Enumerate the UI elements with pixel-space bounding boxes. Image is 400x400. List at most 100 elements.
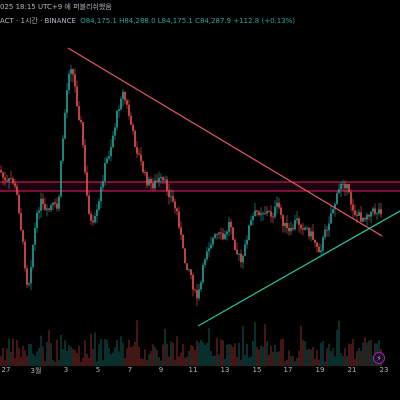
- volume-bar: [242, 325, 244, 366]
- candle-body: [242, 255, 244, 263]
- volume-bar: [52, 359, 54, 366]
- candle-body: [150, 178, 152, 184]
- volume-bar: [280, 339, 282, 366]
- candle-body: [338, 189, 340, 194]
- candle-body: [194, 289, 196, 291]
- volume-bar: [298, 350, 300, 366]
- candle-body: [98, 201, 100, 210]
- candle-body: [222, 233, 224, 240]
- volume-bar: [58, 360, 60, 366]
- symbol-label[interactable]: ACT · 1시간 · BINANCE: [0, 17, 76, 25]
- volume-bar: [316, 350, 318, 366]
- volume-bar: [314, 358, 316, 366]
- candle-body: [176, 208, 178, 212]
- volume-bar: [116, 339, 118, 366]
- candle-body: [182, 234, 184, 249]
- candle-body: [100, 187, 102, 202]
- candle-body: [184, 248, 186, 264]
- volume-bar: [262, 346, 264, 366]
- candle-body: [288, 227, 290, 232]
- candle-body: [232, 227, 234, 240]
- volume-bar: [192, 346, 194, 366]
- candle-body: [320, 250, 322, 253]
- candle-body: [60, 160, 62, 197]
- candle-body: [134, 130, 136, 148]
- candle-body: [188, 269, 190, 271]
- candle-body: [328, 223, 330, 231]
- volume-bar: [252, 341, 254, 366]
- volume-bar: [340, 353, 342, 366]
- candle-body: [340, 183, 342, 190]
- volume-bar: [268, 354, 270, 366]
- volume-bar: [82, 357, 84, 366]
- volume-bar: [72, 348, 74, 366]
- candle-body: [74, 74, 76, 87]
- volume-bar: [272, 351, 274, 366]
- volume-bar: [50, 343, 52, 366]
- candle-body: [168, 190, 170, 198]
- candle-body: [218, 232, 220, 235]
- volume-bar: [26, 355, 28, 366]
- volume-bar: [244, 354, 246, 366]
- volume-bar: [282, 338, 284, 366]
- candle-body: [230, 221, 232, 228]
- candle-body: [14, 183, 16, 187]
- candle-body: [290, 227, 292, 232]
- volume-bar: [76, 353, 78, 366]
- volume-bar: [186, 356, 188, 366]
- volume-bar: [350, 344, 352, 366]
- volume-bar: [42, 346, 44, 366]
- volume-bar: [366, 342, 368, 366]
- candle-body: [318, 246, 320, 253]
- volume-bar: [94, 332, 96, 366]
- candle-body: [104, 163, 106, 182]
- candle-body: [380, 209, 382, 215]
- candle-body: [186, 263, 188, 270]
- candle-body: [310, 231, 312, 237]
- candle-body: [108, 156, 110, 159]
- volume-bar: [2, 347, 4, 366]
- volume-bar: [230, 344, 232, 366]
- candle-body: [236, 249, 238, 255]
- lightning-icon[interactable]: ⚡: [373, 352, 385, 364]
- volume-bar: [20, 356, 22, 366]
- volume-bar: [102, 359, 104, 366]
- candle-body: [128, 104, 130, 116]
- candle-body: [286, 222, 288, 228]
- candle-body: [208, 248, 210, 252]
- volume-bar: [124, 358, 126, 366]
- volume-bar: [100, 339, 102, 366]
- candle-body: [30, 267, 32, 284]
- candle-body: [24, 241, 26, 269]
- candle-body: [210, 244, 212, 249]
- volume-bar: [246, 343, 248, 366]
- candle-body: [334, 203, 336, 210]
- volume-bar: [198, 342, 200, 366]
- volume-bar: [46, 341, 48, 366]
- volume-bar: [328, 343, 330, 366]
- candle-body: [202, 265, 204, 283]
- volume-bar: [36, 351, 38, 366]
- volume-bar: [360, 350, 362, 366]
- candle-body: [300, 224, 302, 229]
- volume-bar: [10, 351, 12, 366]
- time-tick: 3: [63, 366, 69, 374]
- volume-bar: [270, 345, 272, 366]
- candle-body: [112, 135, 114, 148]
- volume-bar: [362, 342, 364, 366]
- volume-bar: [178, 356, 180, 366]
- candle-body: [246, 239, 248, 245]
- volume-bar: [176, 336, 178, 366]
- volume-bar: [344, 348, 346, 366]
- volume-bar: [188, 350, 190, 366]
- time-axis[interactable]: 27 3월 3 5 7 9 11 13 15 17 19 21 23: [0, 366, 400, 382]
- candle-body: [228, 221, 230, 232]
- candle-body: [140, 154, 142, 162]
- candle-body: [142, 161, 144, 173]
- candle-body: [348, 184, 350, 193]
- volume-bar: [174, 359, 176, 366]
- candle-body: [10, 178, 12, 180]
- candle-body: [302, 228, 304, 230]
- candle-body: [18, 194, 20, 214]
